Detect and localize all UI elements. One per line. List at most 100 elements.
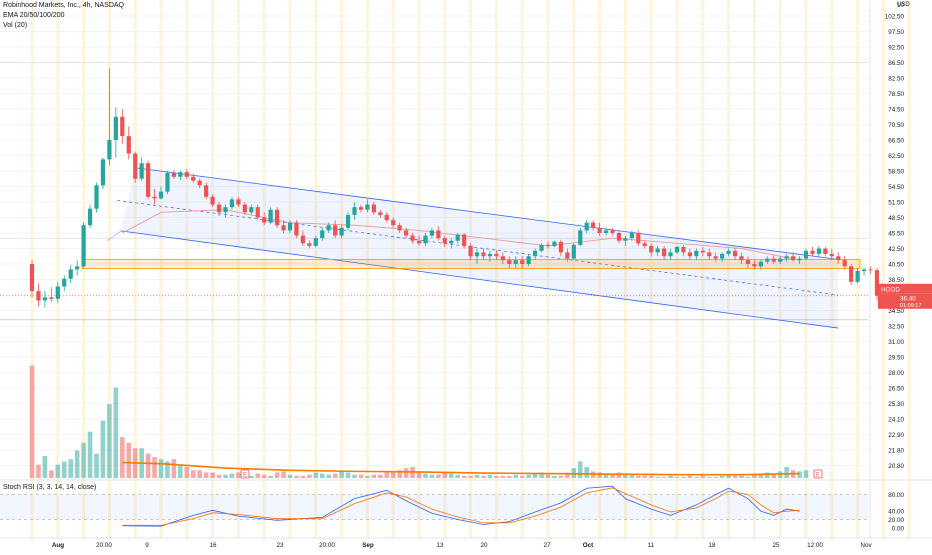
volume-bar <box>765 472 770 478</box>
candle-body <box>462 234 467 246</box>
candle-body <box>120 116 125 137</box>
volume-bar <box>739 475 744 478</box>
candle-body <box>500 256 505 261</box>
time-tick-label: 11 <box>648 542 655 549</box>
candle-body <box>255 207 260 218</box>
volume-bar <box>397 470 402 478</box>
candle-body <box>94 185 99 209</box>
volume-bar <box>545 474 551 478</box>
candle-body <box>803 250 809 259</box>
volume-bar <box>797 471 802 478</box>
volume-bar <box>732 475 738 478</box>
price-tick-label: 45.50 <box>888 231 904 238</box>
volume-bar <box>474 474 480 478</box>
volume-bar <box>307 474 312 478</box>
candle-body <box>829 253 834 257</box>
candle-body <box>642 243 647 246</box>
candle-body <box>307 243 312 246</box>
candle-body <box>107 140 112 160</box>
candle-body <box>333 225 338 236</box>
candle-body <box>797 258 802 261</box>
volume-bar <box>294 475 299 478</box>
price-tick-label: 25.30 <box>888 401 904 408</box>
candle-body <box>707 252 712 257</box>
chart-legend: Robinhood Markets, Inc., 4h, NASDAQ EMA … <box>3 1 124 31</box>
candle-body <box>623 238 628 241</box>
candle-body <box>552 241 557 246</box>
stoch-rsi-label[interactable]: Stoch RSI (3, 3, 14, 14, close) <box>3 484 97 491</box>
volume-bar <box>719 475 725 478</box>
rsi-d-line <box>122 487 800 526</box>
candle-body <box>281 225 286 231</box>
price-tick-label: 31.00 <box>888 339 904 346</box>
volume-bar <box>636 475 641 478</box>
volume-bar <box>152 457 157 478</box>
candle-body <box>874 270 880 296</box>
session-stripe <box>907 0 911 538</box>
price-tick-label: 54.50 <box>888 184 904 191</box>
time-tick-label: 13 <box>436 542 444 549</box>
resistance-zone <box>81 258 861 270</box>
volume-bar <box>442 472 448 478</box>
candle-body <box>313 238 318 246</box>
candle-body <box>739 256 744 261</box>
candle-body <box>326 225 331 231</box>
candle-body <box>81 225 86 267</box>
time-tick-label: Nov <box>860 542 872 549</box>
candle-body <box>133 153 138 179</box>
candle-body <box>668 252 673 257</box>
channel-lower-line <box>121 230 839 329</box>
earnings-marker-label: E <box>243 473 247 479</box>
candle-body <box>171 172 176 177</box>
candle-body <box>571 244 576 259</box>
volume-bar <box>526 474 531 478</box>
candle-body <box>178 172 183 177</box>
candle-body <box>268 209 273 223</box>
volume-bar <box>339 471 344 478</box>
candle-body <box>629 233 634 239</box>
volume-bar <box>532 473 538 478</box>
volume-bar <box>423 473 428 478</box>
volume-bar <box>448 473 454 478</box>
volume-bar <box>300 475 306 478</box>
volume-bar <box>29 365 35 478</box>
volume-bar <box>113 387 119 478</box>
candle-body <box>242 204 247 213</box>
volume-bar <box>655 476 660 478</box>
candle-body <box>507 260 512 264</box>
volume-bar <box>494 475 499 478</box>
chart-title[interactable]: Robinhood Markets, Inc., 4h, NASDAQ <box>3 2 124 9</box>
volume-bar <box>287 474 293 478</box>
candle-body <box>533 250 538 257</box>
session-stripe <box>56 0 60 538</box>
ema-indicator-label[interactable]: EMA 20/50/100/200 <box>3 12 65 19</box>
price-tick-label: 62.50 <box>888 153 904 160</box>
candle-body <box>371 204 376 213</box>
volume-bar <box>384 472 390 478</box>
candle-body <box>565 252 570 259</box>
candle-body <box>204 185 209 197</box>
symbol-badge <box>878 283 932 294</box>
candle-body <box>352 207 357 215</box>
candle-body <box>694 250 699 257</box>
volume-bar <box>803 470 809 478</box>
volume-bar <box>784 466 789 478</box>
price-badge-value: 36.40 <box>900 295 916 302</box>
volume-bar <box>648 475 654 478</box>
candle-body <box>578 230 583 245</box>
volume-bar <box>507 475 512 478</box>
candle-body <box>726 250 731 254</box>
volume-bar <box>120 437 125 478</box>
channel-mid-line <box>117 200 839 296</box>
volume-bar <box>55 464 61 478</box>
candle-body <box>397 225 402 231</box>
candle-body <box>610 230 615 233</box>
price-badge-countdown: 01:09:17 <box>900 303 921 309</box>
rsi-tick-label: 40.00 <box>888 509 904 516</box>
volume-indicator-label[interactable]: Vol (20) <box>3 22 28 29</box>
volume-bar <box>326 474 331 478</box>
candle-body <box>216 204 222 213</box>
candle-body <box>378 212 383 215</box>
volume-bar <box>577 461 583 478</box>
